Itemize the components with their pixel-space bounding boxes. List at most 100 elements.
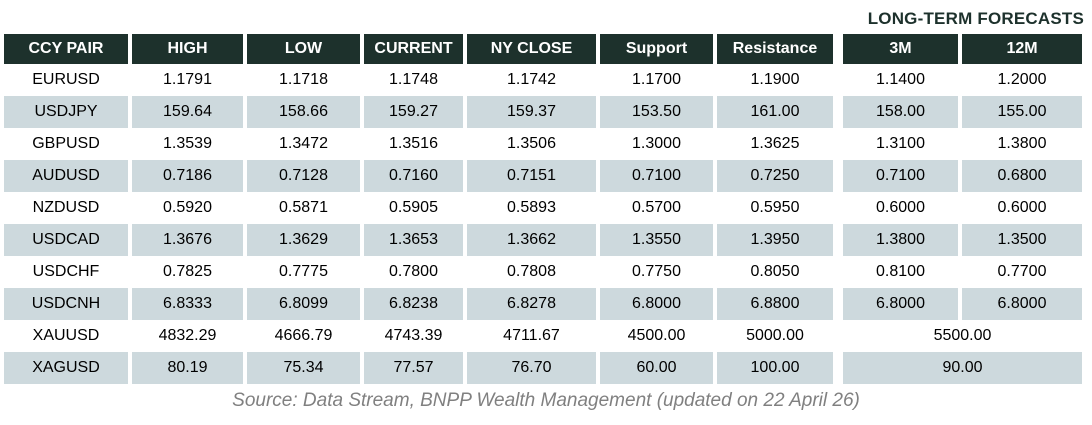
value-cell: 158.66	[243, 96, 360, 128]
value-cell: 4743.39	[360, 320, 463, 352]
value-cell: 6.8278	[463, 288, 596, 320]
value-cell: 1.1400	[833, 64, 958, 96]
value-cell: 6.8000	[833, 288, 958, 320]
value-cell: 1.3662	[463, 224, 596, 256]
value-cell: 158.00	[833, 96, 958, 128]
value-cell: 159.64	[128, 96, 243, 128]
value-cell: 1.1791	[128, 64, 243, 96]
value-cell: 0.7750	[596, 256, 713, 288]
value-cell: 1.3500	[958, 224, 1082, 256]
value-cell: 6.8238	[360, 288, 463, 320]
value-cell: 0.7700	[958, 256, 1082, 288]
value-cell: 1.2000	[958, 64, 1082, 96]
value-cell: 155.00	[958, 96, 1082, 128]
value-cell: 6.8000	[596, 288, 713, 320]
table-row: AUDUSD 0.7186 0.7128 0.7160 0.7151 0.7100 0.72…	[4, 160, 1082, 192]
value-cell: 159.37	[463, 96, 596, 128]
value-cell: 1.3000	[596, 128, 713, 160]
value-cell: 6.8800	[713, 288, 833, 320]
value-cell: 0.7186	[128, 160, 243, 192]
table-row: XAGUSD 80.19 75.34 77.57 76.70 60.00 100.00 90.…	[4, 352, 1082, 384]
value-cell: 0.5700	[596, 192, 713, 224]
table-row: USDCAD 1.3676 1.3629 1.3653 1.3662 1.3550 1.39…	[4, 224, 1082, 256]
table-row: GBPUSD 1.3539 1.3472 1.3516 1.3506 1.3000 1.36…	[4, 128, 1082, 160]
value-cell: 75.34	[243, 352, 360, 384]
value-cell: 0.6000	[833, 192, 958, 224]
value-cell: 0.7160	[360, 160, 463, 192]
value-cell: 1.3550	[596, 224, 713, 256]
value-cell: 4832.29	[128, 320, 243, 352]
value-cell: 0.8050	[713, 256, 833, 288]
value-cell: 1.3653	[360, 224, 463, 256]
page-title: LONG-TERM FORECASTS	[867, 9, 1084, 28]
value-cell: 6.8333	[128, 288, 243, 320]
value-cell: 1.3625	[713, 128, 833, 160]
ccy-pair-cell: XAUUSD	[4, 320, 128, 352]
table-body: EURUSD 1.1791 1.1718 1.1748 1.1742 1.1700 1.19…	[4, 64, 1082, 384]
value-cell: 0.7800	[360, 256, 463, 288]
value-cell: 1.3539	[128, 128, 243, 160]
value-cell: 0.6800	[958, 160, 1082, 192]
forecast-table: CCY PAIR HIGH LOW CURRENT NY CLOSE Support Res…	[4, 34, 1082, 384]
value-cell: 1.1900	[713, 64, 833, 96]
table-row: NZDUSD 0.5920 0.5871 0.5905 0.5893 0.5700 0.59…	[4, 192, 1082, 224]
value-cell: 0.5950	[713, 192, 833, 224]
value-cell: 0.7100	[596, 160, 713, 192]
value-cell: 1.1742	[463, 64, 596, 96]
value-cell: 4711.67	[463, 320, 596, 352]
value-cell: 0.5893	[463, 192, 596, 224]
value-cell: 1.1700	[596, 64, 713, 96]
value-cell: 1.3800	[958, 128, 1082, 160]
value-cell: 0.5871	[243, 192, 360, 224]
column-header: CCY PAIR	[4, 34, 128, 64]
value-cell: 76.70	[463, 352, 596, 384]
value-cell: 1.3506	[463, 128, 596, 160]
value-cell: 0.7775	[243, 256, 360, 288]
value-cell: 1.3676	[128, 224, 243, 256]
value-cell: 90.00	[833, 352, 1082, 384]
ccy-pair-cell: USDCHF	[4, 256, 128, 288]
value-cell: 4500.00	[596, 320, 713, 352]
value-cell: 1.3472	[243, 128, 360, 160]
value-cell: 0.7151	[463, 160, 596, 192]
value-cell: 0.5905	[360, 192, 463, 224]
column-header: Support	[596, 34, 713, 64]
value-cell: 0.7250	[713, 160, 833, 192]
ccy-pair-cell: XAGUSD	[4, 352, 128, 384]
value-cell: 4666.79	[243, 320, 360, 352]
value-cell: 0.7825	[128, 256, 243, 288]
value-cell: 1.3800	[833, 224, 958, 256]
column-header: NY CLOSE	[463, 34, 596, 64]
value-cell: 1.1718	[243, 64, 360, 96]
column-header: CURRENT	[360, 34, 463, 64]
column-header: Resistance	[713, 34, 833, 64]
value-cell: 60.00	[596, 352, 713, 384]
value-cell: 0.7808	[463, 256, 596, 288]
ccy-pair-cell: AUDUSD	[4, 160, 128, 192]
value-cell: 0.5920	[128, 192, 243, 224]
table-row: XAUUSD 4832.29 4666.79 4743.39 4711.67 4500.0…	[4, 320, 1082, 352]
value-cell: 0.8100	[833, 256, 958, 288]
value-cell: 80.19	[128, 352, 243, 384]
ccy-pair-cell: USDCNH	[4, 288, 128, 320]
value-cell: 0.7100	[833, 160, 958, 192]
value-cell: 5000.00	[713, 320, 833, 352]
ccy-pair-cell: EURUSD	[4, 64, 128, 96]
header-row: CCY PAIR HIGH LOW CURRENT NY CLOSE Support Res…	[4, 34, 1082, 64]
value-cell: 6.8000	[958, 288, 1082, 320]
value-cell: 0.7128	[243, 160, 360, 192]
value-cell: 1.3516	[360, 128, 463, 160]
table-row: USDCHF 0.7825 0.7775 0.7800 0.7808 0.7750 0.80…	[4, 256, 1082, 288]
value-cell: 0.6000	[958, 192, 1082, 224]
value-cell: 5500.00	[833, 320, 1082, 352]
value-cell: 77.57	[360, 352, 463, 384]
value-cell: 153.50	[596, 96, 713, 128]
value-cell: 6.8099	[243, 288, 360, 320]
table-row: USDJPY 159.64 158.66 159.27 159.37 153.50 161.…	[4, 96, 1082, 128]
table-row: USDCNH 6.8333 6.8099 6.8238 6.8278 6.8000 6.88…	[4, 288, 1082, 320]
column-header: LOW	[243, 34, 360, 64]
value-cell: 1.3950	[713, 224, 833, 256]
value-cell: 159.27	[360, 96, 463, 128]
value-cell: 1.3100	[833, 128, 958, 160]
